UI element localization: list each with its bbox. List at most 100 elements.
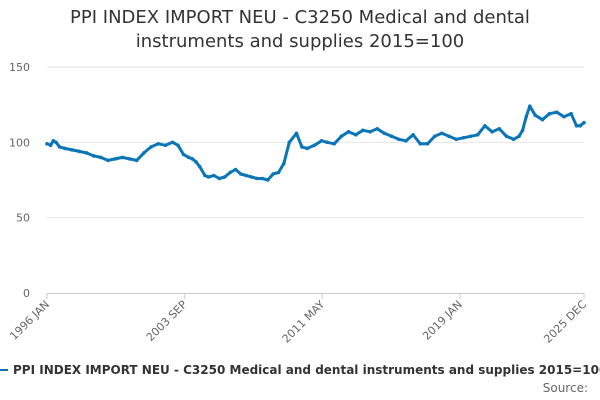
data-point (540, 117, 545, 122)
data-point (54, 140, 58, 145)
data-point (300, 145, 304, 149)
data-point (517, 134, 521, 139)
y-axis: 0 50 100 150 (9, 61, 30, 300)
data-point (411, 133, 415, 137)
data-point (176, 143, 180, 148)
series-line (45, 104, 586, 182)
data-point (276, 170, 281, 175)
data-point (497, 127, 502, 131)
y-tick-label: 0 (23, 287, 30, 300)
legend-label: PPI INDEX IMPORT NEU - C3250 Medical and… (13, 363, 600, 377)
data-point (120, 155, 125, 160)
data-point (127, 157, 132, 161)
data-point (511, 137, 516, 142)
data-point (325, 140, 329, 145)
chart-title: PPI INDEX IMPORT NEU - C3250 Medical and… (0, 6, 600, 54)
data-point (249, 175, 254, 179)
legend[interactable]: PPI INDEX IMPORT NEU - C3250 Medical and… (0, 362, 600, 378)
data-point (51, 139, 56, 143)
data-point (319, 139, 324, 143)
data-point (244, 173, 248, 178)
data-point (520, 128, 525, 133)
x-tick-label: 2003 SEP (144, 298, 190, 344)
data-point (461, 136, 466, 140)
data-point (361, 128, 365, 133)
data-point (305, 146, 310, 151)
data-point (149, 145, 153, 149)
data-point (533, 113, 537, 117)
data-point (255, 176, 259, 181)
data-point (582, 120, 586, 125)
data-point (528, 104, 532, 108)
data-point (353, 133, 358, 137)
data-point (233, 167, 238, 172)
data-point (339, 134, 344, 139)
x-tick-label: 2025 DEC (541, 298, 589, 346)
y-tick-label: 150 (9, 61, 30, 74)
data-point (170, 140, 175, 145)
data-point (194, 160, 198, 164)
data-point (547, 111, 552, 116)
data-point (106, 158, 110, 163)
data-point (206, 175, 211, 179)
data-point (389, 134, 394, 139)
data-point (440, 131, 444, 136)
data-point (77, 149, 82, 154)
data-point (70, 148, 74, 152)
data-point (91, 154, 96, 158)
data-point (578, 124, 582, 128)
data-point (181, 152, 186, 157)
x-tick-label: 2019 JAN (420, 298, 465, 343)
data-point (368, 130, 372, 134)
data-point (142, 151, 146, 155)
data-point (294, 131, 299, 136)
data-point (346, 130, 351, 134)
data-point (432, 134, 437, 139)
data-point (397, 137, 401, 142)
data-point (84, 151, 89, 155)
data-point (190, 157, 195, 161)
data-point (63, 146, 67, 151)
legend-swatch (0, 368, 8, 371)
data-point (382, 131, 387, 136)
source-label: Source: (542, 381, 588, 395)
data-point (266, 178, 270, 182)
data-point (197, 164, 202, 169)
data-point (504, 134, 509, 139)
data-point (45, 142, 49, 146)
data-point (187, 155, 191, 160)
x-tick-label: 1996 JAN (7, 298, 52, 343)
data-point (475, 133, 480, 137)
data-point (569, 111, 573, 116)
data-point (217, 176, 222, 181)
data-point (332, 142, 337, 146)
data-point (524, 114, 528, 119)
data-point (212, 173, 216, 178)
data-point (163, 143, 168, 148)
x-axis: 1996 JAN 2003 SEP 2011 MAY 2019 JAN 2025 DEC (7, 293, 589, 346)
data-point (574, 124, 579, 128)
data-point (312, 143, 317, 148)
data-point (134, 158, 139, 163)
data-point (418, 142, 423, 146)
data-point (425, 142, 430, 146)
chart-title-line-2: instruments and supplies 2015=100 (135, 31, 465, 52)
series-group (45, 104, 586, 182)
data-point (239, 172, 243, 176)
data-point (271, 172, 275, 176)
data-point (222, 175, 227, 179)
data-point (562, 114, 566, 119)
data-point (113, 157, 117, 161)
data-point (48, 143, 53, 148)
y-tick-label: 100 (9, 136, 30, 149)
data-point (554, 110, 559, 114)
data-point (483, 124, 487, 128)
data-point (490, 130, 494, 134)
data-point (287, 140, 292, 145)
data-point (203, 173, 207, 178)
data-point (282, 161, 286, 166)
data-point (156, 142, 161, 146)
gridlines (47, 66, 584, 219)
y-tick-label: 50 (16, 212, 30, 225)
